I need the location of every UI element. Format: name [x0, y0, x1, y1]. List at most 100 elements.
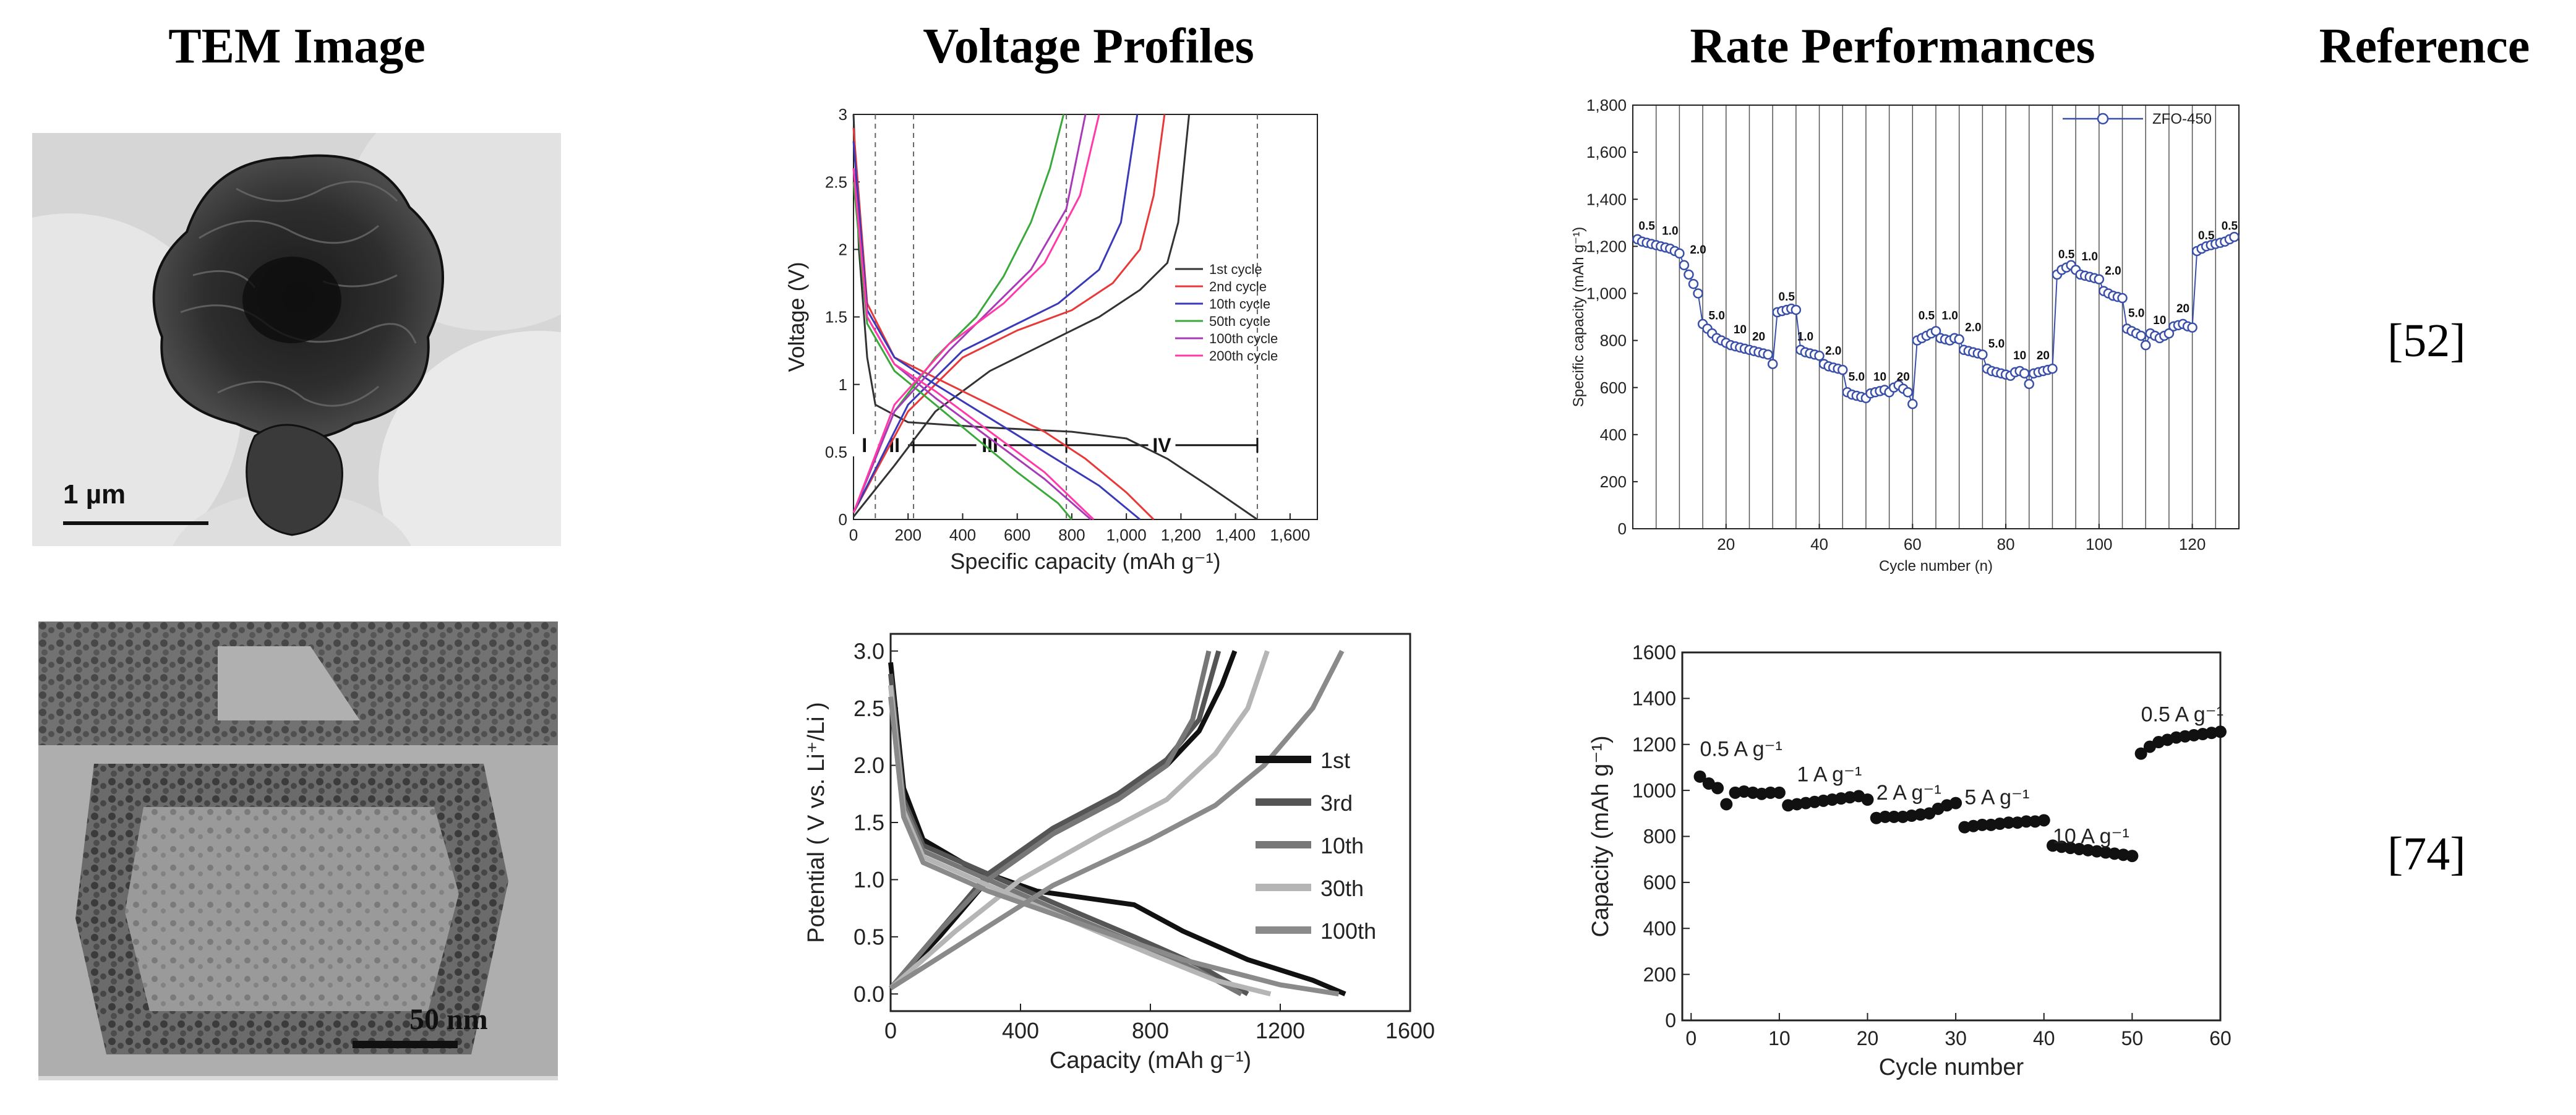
- tem-particle-small: [246, 424, 343, 536]
- x-tick-label: 40: [1810, 535, 1828, 553]
- data-point: [1907, 399, 1918, 409]
- rate-label: 20: [1752, 331, 1765, 344]
- rate-label: 5.0: [1708, 309, 1724, 322]
- rate-label: 10: [2153, 314, 2166, 327]
- charge-curve: [888, 650, 1212, 990]
- data-point: [1949, 797, 1962, 810]
- rate-label: 5.0: [1849, 370, 1865, 383]
- rate-label: 10: [1734, 323, 1747, 336]
- x-tick-label: 10: [1768, 1027, 1791, 1049]
- x-tick-label: 60: [1904, 535, 1922, 553]
- x-tick-label: 80: [1997, 535, 2015, 553]
- rate-label: 5 A g⁻¹: [1964, 785, 2029, 809]
- x-tick-label: 20: [1717, 535, 1735, 553]
- data-point: [1977, 349, 1988, 360]
- x-tick-label: 20: [1857, 1027, 1879, 1049]
- data-point: [2024, 378, 2035, 390]
- data-point: [2020, 815, 2033, 828]
- data-point: [1688, 278, 1699, 289]
- y-tick-label: 1.5: [854, 810, 884, 835]
- data-point: [1679, 260, 1690, 271]
- rate-label: 20: [2037, 349, 2050, 362]
- y-tick-label: 1200: [1632, 733, 1676, 756]
- rate-chart-1: 20 40 60 80 100 120 0 200 400 600 800 1,000 1,200 1,4…: [1565, 87, 2245, 587]
- rate-label: 5.0: [1988, 338, 2005, 351]
- x-tick-label: 200: [895, 526, 922, 544]
- y-tick-label: 200: [1643, 963, 1676, 986]
- legend-label: 10th cycle: [1209, 296, 1270, 312]
- data-point: [1888, 810, 1901, 823]
- data-point: [1954, 334, 1964, 344]
- y-tick-label: 1,200: [1586, 237, 1627, 255]
- x-tick-label: 40: [2033, 1027, 2055, 1049]
- data-point: [1791, 304, 1802, 315]
- x-tick-label: 50: [2121, 1027, 2144, 1049]
- y-tick-label: 1000: [1632, 779, 1676, 801]
- data-point: [2163, 328, 2175, 339]
- x-tick-label: 1200: [1256, 1018, 1305, 1043]
- rate-label: 2.0: [1965, 321, 1981, 334]
- tem-scale-bar-1: 1 µm: [63, 479, 126, 510]
- voltage-chart-2-svg: 0 400 800 1200 1600 0.0 0.5 1.0 1.5 2.0 2.5 3.0 Capa…: [803, 633, 1435, 1074]
- charge-curve: [889, 649, 1345, 991]
- x-axis-label: Capacity (mAh g⁻¹): [1050, 1048, 1251, 1074]
- rate-label: 0.5: [2198, 229, 2215, 242]
- data-point: [2094, 274, 2105, 284]
- rate-chart-1-svg: 20 40 60 80 100 120 0 200 400 600 800 1,000 1,200 1,4…: [1570, 96, 2240, 575]
- rate-label: 1.0: [1941, 309, 1958, 322]
- rate-label: 10 A g⁻¹: [2053, 825, 2129, 848]
- x-tick-label: 400: [949, 526, 976, 544]
- rate-label: 0.5 A g⁻¹: [2141, 703, 2223, 727]
- rate-label: 5.0: [2128, 307, 2144, 320]
- rate-label: 20: [2176, 302, 2189, 315]
- header-rate: Rate Performances: [1690, 19, 2095, 74]
- discharge-curve: [888, 696, 1340, 997]
- x-axis-label: Specific capacity (mAh g⁻¹): [950, 549, 1220, 574]
- rate-label: 1.0: [1797, 331, 1813, 344]
- data-point: [2136, 330, 2146, 341]
- data-point: [1814, 351, 1825, 361]
- voltage-chart-1: 0 200 400 600 800 1,000 1,200 1,400 1,600 0 0.5 1 1.…: [767, 99, 1373, 581]
- y-tick-label: 2.0: [854, 753, 884, 778]
- x-tick-label: 30: [1945, 1027, 1967, 1049]
- y-tick-label: 1.0: [854, 867, 884, 892]
- header-tem: TEM Image: [168, 19, 426, 74]
- rate-label: 20: [1897, 370, 1910, 383]
- data-point: [1975, 818, 1988, 831]
- rate-label: 0.5: [1638, 220, 1655, 233]
- data-point: [1861, 793, 1874, 806]
- voltage-chart-2: 0 400 800 1200 1600 0.0 0.5 1.0 1.5 2.0 2.5 3.0 Capa…: [798, 625, 1435, 1095]
- discharge-curve: [852, 168, 1095, 521]
- tem-scale-bar-2: 50 nm: [409, 1003, 488, 1036]
- y-tick-label: 1600: [1632, 641, 1676, 664]
- x-tick-label: 0: [1685, 1027, 1697, 1049]
- data-point: [1684, 269, 1694, 280]
- y-tick-label: 800: [1643, 826, 1676, 848]
- rate-label: 0.5: [2058, 248, 2075, 261]
- x-tick-label: 800: [1132, 1018, 1169, 1043]
- rate-chart-2: 0 10 20 30 40 50 60 0 200 400 600 800 1000 1200 1400 16…: [1583, 631, 2239, 1101]
- y-tick-label: 600: [1600, 378, 1627, 397]
- legend-label: 1st cycle: [1209, 262, 1262, 277]
- data-point: [1773, 786, 1786, 799]
- y-tick-label: 2.5: [854, 696, 884, 721]
- region-label-II: II: [889, 434, 900, 456]
- x-tick-label: 0: [849, 526, 858, 544]
- y-tick-label: 400: [1643, 917, 1676, 939]
- y-tick-label: 0: [1665, 1009, 1676, 1032]
- data-point: [1930, 326, 1941, 336]
- rate-label: 2.0: [1825, 344, 1841, 357]
- y-axis-label: Potential ( V vs. Li⁺/Li ): [803, 702, 829, 943]
- voltage-chart-1-svg: 0 200 400 600 800 1,000 1,200 1,400 1,600 0 0.5 1 1.…: [784, 105, 1318, 574]
- y-tick-label: 1,400: [1586, 190, 1627, 208]
- charge-curve: [852, 114, 1166, 513]
- y-axis-label: Capacity (mAh g⁻¹): [1588, 735, 1614, 937]
- x-tick-label: 1,400: [1215, 526, 1256, 544]
- legend-label: 2nd cycle: [1209, 279, 1267, 294]
- reference-74: [74]: [2387, 828, 2466, 880]
- data-point: [1879, 810, 1892, 823]
- data-point: [2229, 231, 2240, 242]
- data-point: [1693, 288, 1703, 299]
- data-point: [2037, 814, 2050, 827]
- legend-label: ZFO-450: [2152, 111, 2212, 127]
